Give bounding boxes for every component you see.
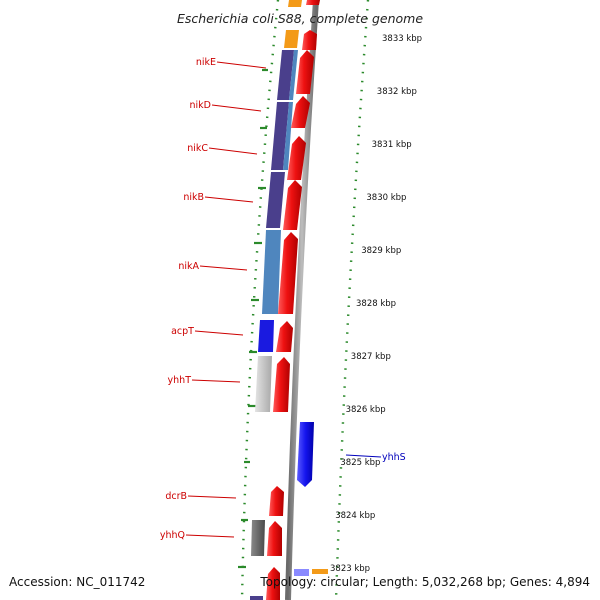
kbp-tick-label: 3826 kbp xyxy=(346,405,386,415)
scale-layer: 3833 kbp 3832 kbp 3831 kbp 3830 kbp 3829 kbp… xyxy=(330,34,422,574)
kbp-tick-label: 3833 kbp xyxy=(382,34,422,44)
gene-label-connector xyxy=(216,61,267,69)
gene-label-yhhS[interactable]: yhhS xyxy=(382,452,406,463)
gene-arrow-dcrB xyxy=(269,486,284,516)
kbp-tick-label: 3827 kbp xyxy=(351,352,391,362)
yhhQ-hypothetical-block xyxy=(251,520,265,556)
accession-text: Accession: NC_011742 xyxy=(9,575,145,589)
gene-label-connector xyxy=(191,379,241,383)
gene-arrow-nikB xyxy=(283,180,302,230)
gene-label-nikE[interactable]: nikE xyxy=(196,57,216,68)
bottom-outer-features xyxy=(294,569,309,576)
gene-arrow-nikA xyxy=(278,232,298,314)
gc-skew-peaks xyxy=(238,68,268,569)
gene-label-connector xyxy=(204,196,254,203)
gene-label-nikA[interactable]: nikA xyxy=(178,261,199,272)
yhhT-reverse-block xyxy=(255,356,272,412)
bottom-reverse-block xyxy=(250,596,263,600)
nikC-reverse-block xyxy=(266,172,285,228)
bottom-outer-orange xyxy=(312,569,328,574)
kbp-tick-label: 3831 kbp xyxy=(372,140,412,150)
gene-label-nikC[interactable]: nikC xyxy=(187,143,208,154)
kbp-tick-label: 3825 kbp xyxy=(340,458,380,468)
kbp-tick-label: 3824 kbp xyxy=(335,511,375,521)
gene-label-nikD[interactable]: nikD xyxy=(190,100,211,111)
gene-label-yhhQ[interactable]: yhhQ xyxy=(160,530,185,541)
gene-label-connector xyxy=(199,265,248,271)
gene-label-connector xyxy=(185,534,235,538)
nikE-light-block xyxy=(289,50,298,100)
orange-feature xyxy=(284,30,299,48)
kbp-tick-label: 3829 kbp xyxy=(361,246,401,256)
kbp-tick-label: 3832 kbp xyxy=(377,87,417,97)
gene-arrow-nikC xyxy=(287,136,306,180)
kbp-tick-label: 3823 kbp xyxy=(330,564,370,574)
nikD-light-block xyxy=(283,102,293,170)
gene-label-connector xyxy=(208,147,258,155)
topology-text: Topology: circular; Length: 5,032,268 bp… xyxy=(259,575,590,589)
kbp-tick-label: 3830 kbp xyxy=(366,193,406,203)
gene-label-yhhT[interactable]: yhhT xyxy=(168,375,192,386)
gene-label-connector xyxy=(345,454,382,458)
kbp-tick-label: 3828 kbp xyxy=(356,299,396,309)
map-title: Escherichia coli S88, complete genome xyxy=(177,11,423,26)
acpT-reverse-block xyxy=(258,320,274,352)
gene-arrow-bottom xyxy=(266,567,280,600)
nikA-reverse-block xyxy=(262,230,281,314)
gene-label-nikB[interactable]: nikB xyxy=(183,192,204,203)
gene-arrow-acpT xyxy=(276,321,293,352)
gene-label-dcrB[interactable]: dcrB xyxy=(165,491,187,502)
gene-label-connector xyxy=(194,330,244,336)
gene-label-connector xyxy=(211,104,262,112)
gene-arrow-top xyxy=(306,0,320,5)
gene-arrow-yhhS xyxy=(297,422,314,487)
gene-label-connector xyxy=(187,495,237,499)
gene-arrow-yhhQ xyxy=(267,521,282,556)
nikE-reverse-block xyxy=(277,50,294,100)
gene-arrow-3833 xyxy=(302,30,317,50)
gene-label-acpT[interactable]: acpT xyxy=(171,326,194,337)
gene-arrow-nikD xyxy=(291,96,310,128)
orange-feature-top xyxy=(288,0,302,7)
gene-arrow-nikE xyxy=(296,50,314,94)
forward-gene-arrows xyxy=(266,0,320,600)
gene-arrow-yhhT xyxy=(273,357,290,412)
gene-label-layer: nikE nikD nikC nikB nikA acpT yhhT yhhS dcrB yhhQ xyxy=(160,57,406,541)
